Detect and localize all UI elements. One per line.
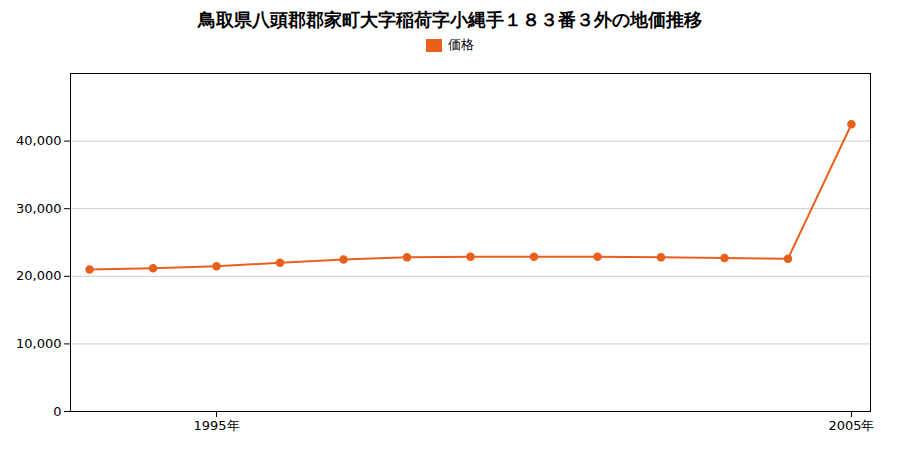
svg-text:2005年: 2005年: [828, 418, 874, 433]
html-text:価格: 価格: [448, 37, 474, 52]
svg-text:10,000: 10,000: [16, 336, 62, 351]
svg-text:1995年: 1995年: [193, 418, 239, 433]
svg-text:40,000: 40,000: [16, 133, 62, 148]
svg-text:30,000: 30,000: [16, 201, 62, 216]
svg-text:20,000: 20,000: [16, 268, 62, 283]
svg-text:0: 0: [53, 404, 61, 419]
html-text:鳥取県八頭郡郡家町大字稲荷字小縄手１８３番３外の地価推移: 鳥取県八頭郡郡家町大字稲荷字小縄手１８３番３外の地価推移: [198, 9, 702, 30]
